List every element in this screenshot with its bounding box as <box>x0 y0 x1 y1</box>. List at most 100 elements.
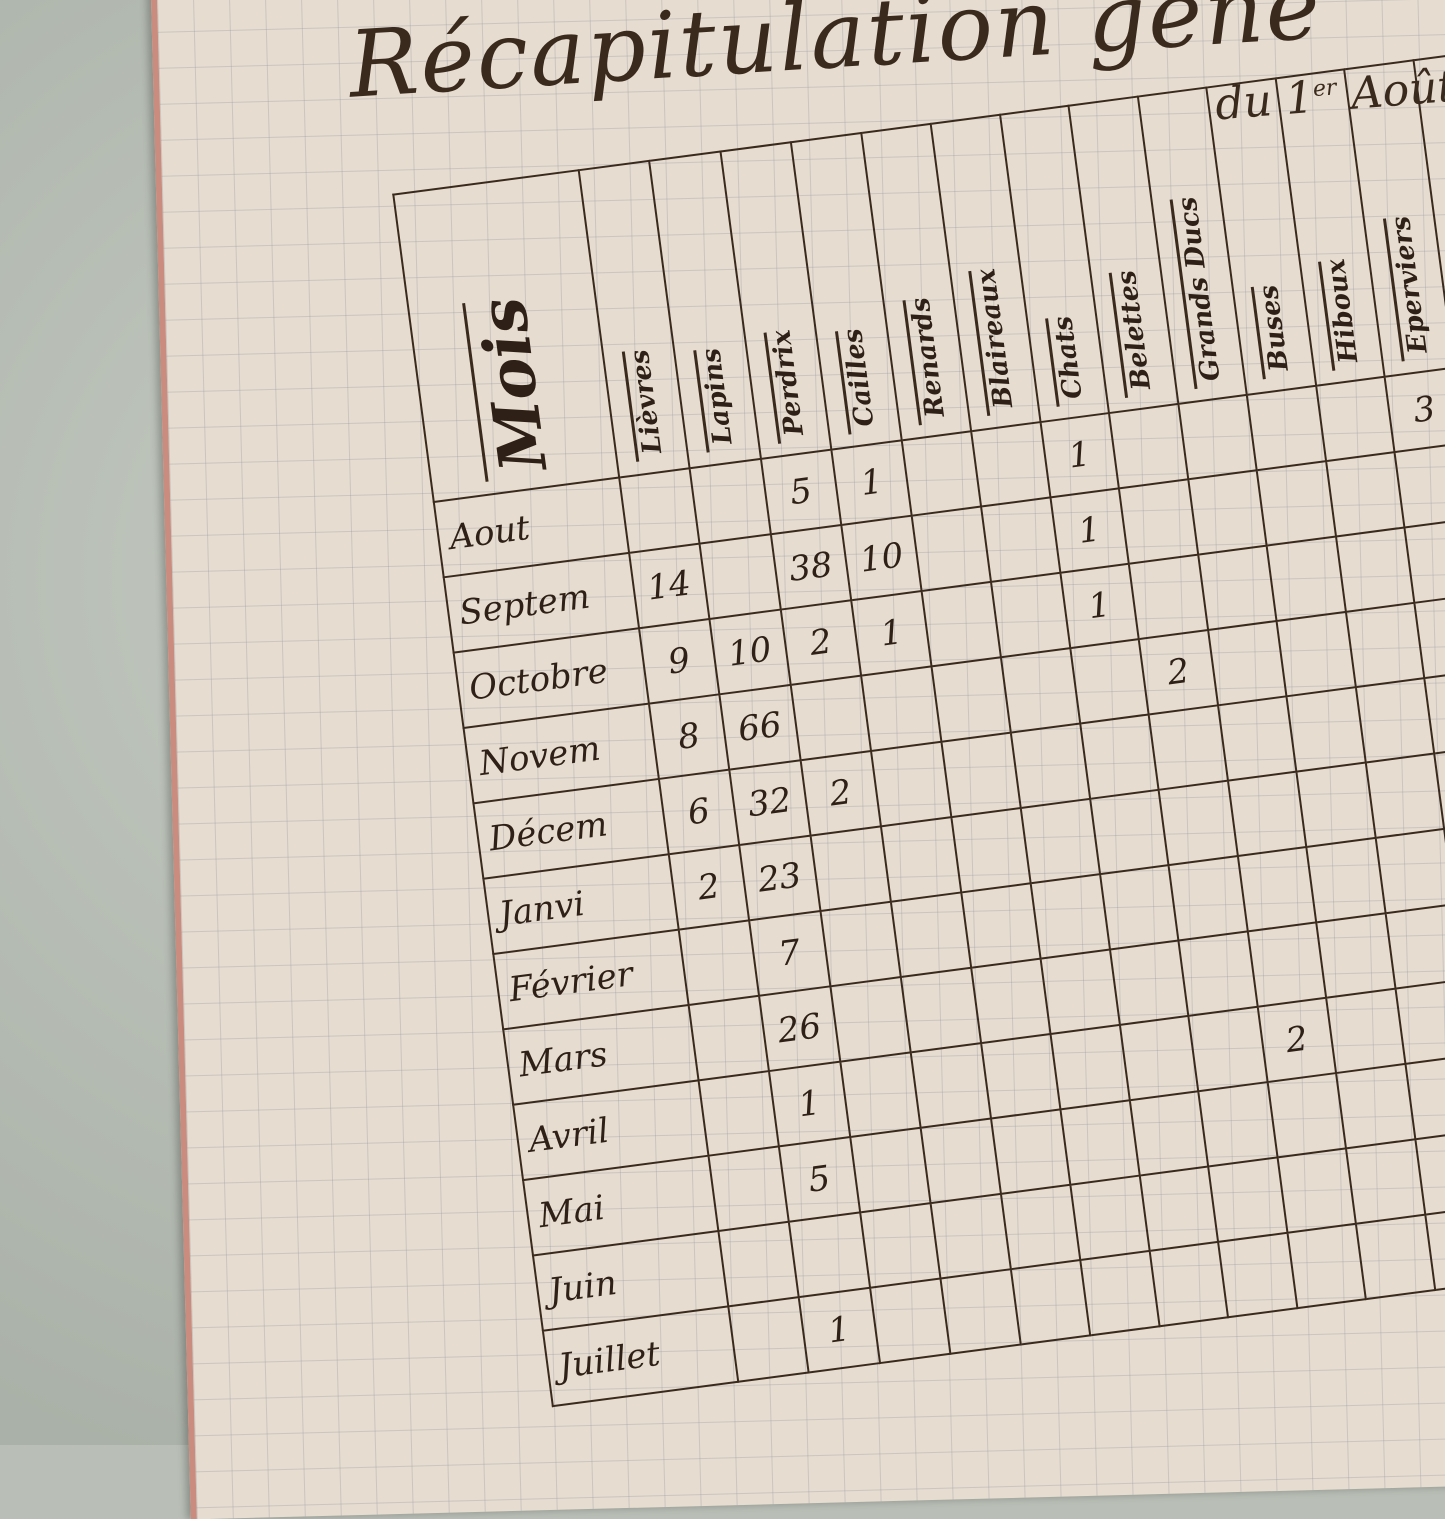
count-cell <box>981 497 1060 582</box>
count-cell <box>1118 479 1198 564</box>
count-cell <box>1109 940 1189 1025</box>
column-header-label: Hiboux <box>1317 256 1366 371</box>
count-cell <box>1335 527 1415 612</box>
column-header-label: Cailles <box>835 326 882 435</box>
count-cell <box>698 1071 779 1156</box>
count-cell: 1 <box>851 590 932 676</box>
count-cell <box>941 732 1021 818</box>
count-cell: 5 <box>778 1137 860 1222</box>
count-cell <box>1394 443 1445 528</box>
column-header-label: Mois <box>462 293 564 482</box>
count-cell: 1 <box>1050 488 1129 573</box>
count-cell <box>890 892 972 978</box>
count-cell <box>1227 771 1307 857</box>
count-cell <box>1246 385 1326 471</box>
count-cell <box>869 1278 951 1364</box>
count-cell: 2 <box>1257 997 1337 1083</box>
count-cell <box>788 1212 870 1298</box>
count-cell <box>1080 1250 1160 1336</box>
count-cell: 1 <box>798 1287 880 1373</box>
column-header-label: Buses <box>1251 283 1297 380</box>
count-cell <box>689 458 771 544</box>
count-cell: 14 <box>628 543 710 629</box>
count-cell: 1 <box>831 440 913 525</box>
count-cell <box>922 581 1001 667</box>
count-cell <box>1099 865 1179 950</box>
recap-table: Mois Lièvres Lapins Perdrix Cailles Renards Bl… <box>392 41 1445 1407</box>
count-cell <box>1346 1139 1426 1224</box>
count-cell <box>920 1118 1002 1204</box>
count-cell <box>1296 762 1376 847</box>
count-cell <box>699 534 781 619</box>
count-cell <box>1198 1082 1278 1167</box>
count-cell <box>1276 611 1356 697</box>
count-cell <box>829 977 911 1062</box>
count-cell <box>1139 1166 1219 1251</box>
count-cell <box>1325 452 1405 537</box>
count-cell <box>708 1146 789 1232</box>
count-cell <box>688 995 769 1081</box>
count-cell: 7 <box>749 911 830 996</box>
count-cell <box>1158 780 1238 866</box>
count-cell <box>1129 1091 1209 1176</box>
count-cell <box>1326 988 1406 1074</box>
count-cell <box>1237 846 1317 932</box>
count-cell: 23 <box>739 835 821 921</box>
count-cell <box>930 1193 1012 1279</box>
count-cell: 1 <box>1040 413 1119 498</box>
count-cell <box>1079 714 1159 799</box>
count-cell <box>1315 376 1395 462</box>
count-cell <box>727 1297 809 1382</box>
count-cell <box>1011 1260 1091 1345</box>
count-cell: 6 <box>658 769 740 855</box>
count-cell <box>910 1043 992 1128</box>
count-cell <box>1208 1157 1288 1242</box>
count-cell: 66 <box>719 684 801 770</box>
count-cell <box>717 1221 799 1307</box>
count-cell <box>912 506 991 591</box>
count-cell <box>1178 394 1257 480</box>
count-cell <box>1109 403 1188 489</box>
count-cell <box>1207 620 1287 706</box>
count-cell <box>1395 979 1445 1064</box>
count-cell <box>790 675 872 761</box>
count-cell <box>1030 874 1110 959</box>
count-cell: 8 <box>648 694 730 779</box>
count-cell <box>961 883 1041 968</box>
count-cell <box>1128 554 1208 640</box>
count-cell <box>1070 1175 1150 1261</box>
count-cell <box>1355 678 1435 763</box>
count-cell <box>618 468 700 553</box>
count-cell <box>861 666 942 752</box>
count-cell: 2 <box>780 600 862 685</box>
count-cell <box>1187 470 1267 555</box>
count-cell <box>880 817 962 902</box>
count-cell <box>1168 856 1248 941</box>
column-header-label: Lièvres <box>621 348 669 463</box>
column-header-label: Perdrix <box>763 327 811 444</box>
count-cell <box>1365 753 1445 838</box>
count-cell: 3 <box>1384 367 1445 453</box>
count-cell <box>871 741 952 827</box>
count-cell: 32 <box>729 760 811 846</box>
count-cell <box>1287 1223 1366 1309</box>
count-cell <box>951 807 1031 893</box>
count-cell <box>1247 922 1327 1007</box>
count-cell: 10 <box>841 515 923 601</box>
ledger-page: Récapitulation géné du 1er Août 1 MoisLi… <box>150 0 1445 1519</box>
count-cell <box>971 422 1051 507</box>
count-cell <box>678 920 760 1006</box>
count-cell <box>1040 949 1120 1035</box>
count-cell <box>902 431 982 516</box>
count-cell <box>1336 1063 1416 1149</box>
count-cell <box>1148 705 1228 790</box>
count-cell <box>1000 648 1080 733</box>
count-cell <box>1188 1006 1268 1092</box>
count-cell <box>981 1034 1061 1119</box>
count-cell: 2 <box>1138 630 1218 715</box>
count-cell <box>1316 913 1396 998</box>
count-cell: 38 <box>770 524 852 610</box>
count-cell <box>1266 536 1346 621</box>
count-cell: 2 <box>800 751 881 836</box>
count-cell <box>931 657 1011 742</box>
